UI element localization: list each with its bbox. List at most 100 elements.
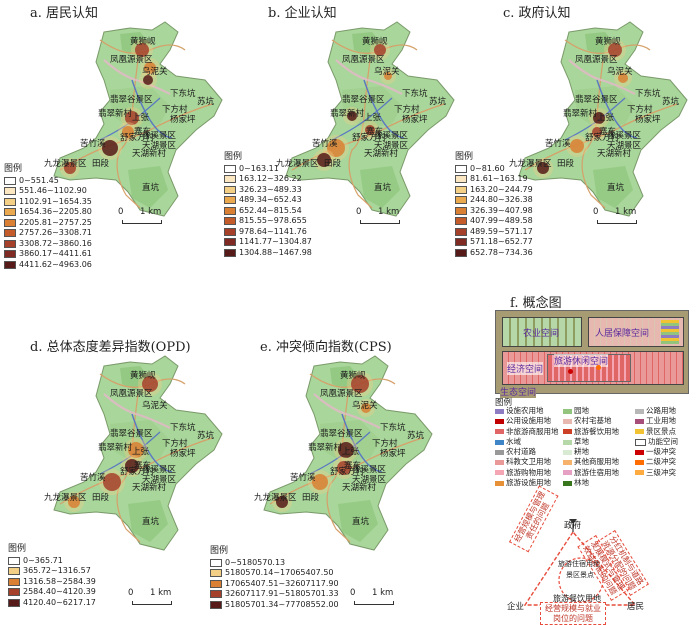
legend-class-label: 0~365.71	[23, 555, 63, 565]
hotspot	[338, 442, 354, 458]
legend-row: 17065407.51~32607117.90	[210, 579, 339, 590]
place-label: 下东坑	[170, 422, 196, 433]
legend-class-label: 652.78~734.36	[470, 247, 533, 257]
legend-swatch	[210, 569, 222, 578]
place-label: 天湖景区	[352, 475, 387, 485]
scale-bar: 0 1 km	[350, 588, 394, 605]
scale-zero: 0	[350, 588, 356, 598]
concept-legend-label: 园地	[574, 406, 589, 415]
legend-row: 1141.77~1304.87	[224, 237, 312, 248]
concept-legend-swatch	[563, 418, 572, 424]
concept-legend-row: 农村宅基地	[563, 416, 619, 426]
place-label: 苏坑	[197, 96, 215, 107]
concept-legend-label: 耕地	[574, 447, 589, 457]
concept-legend-row: 非旅游商服用地	[495, 427, 559, 437]
legend-row: 1316.58~2584.39	[8, 577, 96, 588]
map-panel-1: a. 居民认知 黄狮岘 凤凰源景区 乌泥关 翡翠谷景区 翡翠新村 上张 下东坑 下方村 杨家坪 苏坑…	[0, 0, 235, 290]
place-label: 香溪景区	[607, 130, 642, 141]
scale-zero: 0	[356, 207, 362, 217]
concept-legend-label: 其他商服用地	[574, 457, 619, 467]
scale-bar: 0 1 km	[356, 207, 400, 224]
concept-legend-column: 公路用地 工业用地 景区景点 功能空间 一级冲突 二级冲突 三级冲突	[635, 406, 678, 478]
triangle-right-label: 居民	[627, 602, 645, 612]
legend-swatch	[4, 197, 16, 206]
legend-class-label: 17065407.51~32607117.90	[225, 578, 339, 588]
legend-row: 51805701.34~77708552.00	[210, 600, 339, 611]
zone-tourism: 旅游休闲空间	[547, 354, 631, 382]
concept-legend-label: 旅游餐饮用地	[574, 426, 619, 436]
concept-legend-label: 农村宅基地	[574, 416, 612, 426]
legend-row: 365.72~1316.57	[8, 566, 96, 577]
panel-title: b. 企业认知	[268, 6, 337, 21]
place-label: 翡翠新村	[330, 108, 365, 119]
legend-swatch	[455, 217, 467, 226]
legend-class-label: 652.44~815.54	[239, 205, 302, 215]
concept-legend-label: 水域	[506, 436, 521, 446]
map-legend: 图例 0~551.45 551.46~1102.90 1102.91~1654.35 1…	[4, 164, 92, 270]
place-label: 香溪景区	[352, 464, 387, 475]
concept-legend-label: 二级冲突	[646, 457, 676, 467]
legend-row: 2584.40~4120.39	[8, 587, 96, 598]
place-label: 下方村	[162, 438, 188, 449]
legend-row: 163.12~326.22	[224, 174, 312, 185]
place-label: 香溪景区	[142, 464, 177, 475]
legend-class-label: 0~81.60	[470, 163, 505, 173]
place-label: 舒家方村	[120, 132, 155, 143]
concept-legend-row: 旅游餐饮用地	[563, 427, 619, 437]
place-label: 九龙瀑景区	[44, 492, 87, 503]
legend-class-label: 1654.36~2205.80	[19, 207, 92, 216]
hotspot	[374, 44, 386, 56]
legend-swatch	[4, 218, 16, 227]
hotspot	[537, 162, 549, 174]
legend-row: 326.39~407.98	[455, 206, 533, 217]
bottom-box: 经营规模与就业 岗位的问题	[540, 602, 606, 625]
legend-class-label: 365.72~1316.57	[23, 566, 91, 575]
legend-swatch	[224, 164, 236, 173]
place-label: 乌泥关	[142, 400, 168, 411]
legend-row: 3860.17~4411.61	[4, 249, 92, 260]
place-label: 苦竹溪	[80, 138, 106, 149]
place-label: 下方村	[627, 104, 653, 115]
concept-legend-swatch	[563, 439, 572, 445]
place-label: 凤凰源景区	[575, 55, 618, 65]
zone-economy: 经济空间 旅游休闲空间	[502, 351, 684, 385]
legend-class-label: 489.34~652.43	[239, 195, 302, 204]
legend-class-label: 32607117.91~51805701.33	[225, 589, 339, 598]
place-label: 九龙瀑景区	[509, 158, 552, 169]
concept-legend-swatch	[563, 449, 572, 455]
hotspot	[103, 473, 121, 491]
map-legend: 图例 0~81.60 81.61~163.19 163.20~244.79 244.80…	[455, 152, 533, 258]
legend-row: 2757.26~3308.71	[4, 228, 92, 239]
place-label: 乌泥关	[142, 66, 168, 77]
concept-legend-swatch	[635, 429, 644, 435]
place-label: 杨家坪	[170, 114, 196, 125]
legend-swatch	[224, 175, 236, 184]
place-label: 香溪景区	[374, 130, 409, 141]
place-label: 田段	[302, 492, 320, 503]
concept-legend-swatch	[495, 408, 504, 414]
legend-swatch	[210, 600, 222, 609]
concept-title: f. 概念图	[510, 296, 562, 311]
legend-class-label: 1141.77~1304.87	[239, 237, 312, 246]
concept-legend-row: 二级冲突	[635, 457, 678, 467]
place-label: 寨东	[599, 126, 616, 137]
hotspot	[135, 43, 149, 57]
center-top-label: 旅游住宿用地	[558, 560, 600, 568]
place-label: 翡翠谷景区	[342, 94, 385, 105]
legend-swatch	[224, 185, 236, 194]
center-bottom-label: 旅游餐饮用地	[553, 594, 601, 603]
legend-swatch	[4, 229, 16, 238]
hotspot	[608, 43, 622, 57]
legend-class-label: 4411.62~4963.06	[19, 259, 92, 269]
legend-row: 0~551.45	[4, 176, 92, 187]
legend-row: 407.99~489.58	[455, 216, 533, 227]
concept-legend-swatch	[495, 418, 504, 424]
concept-legend-row: 园地	[563, 406, 619, 416]
concept-legend-label: 公路用地	[646, 406, 676, 415]
scale-km: 1 km	[615, 207, 637, 217]
legend-row: 1654.36~2205.80	[4, 207, 92, 218]
legend-class-label: 163.12~326.22	[239, 174, 302, 183]
legend-class-label: 1102.91~1654.35	[19, 196, 92, 206]
place-label: 下方村	[162, 104, 188, 115]
concept-legend-label: 旅游住宿用地	[574, 467, 619, 477]
